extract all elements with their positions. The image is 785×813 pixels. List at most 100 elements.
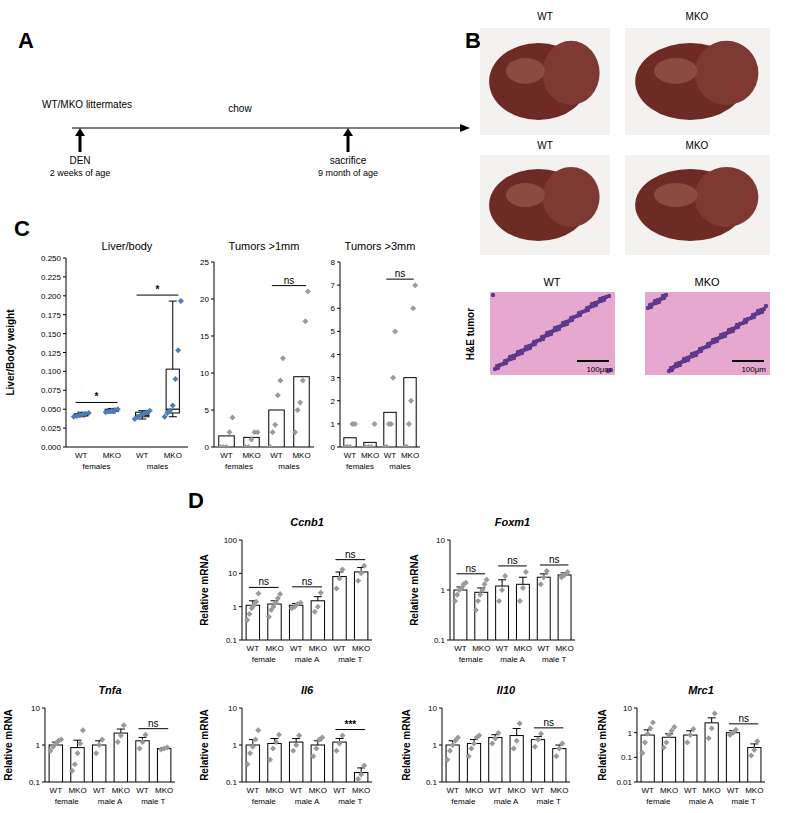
x-tick-label: MKO <box>745 786 763 795</box>
x-tick-label: WT <box>384 451 397 460</box>
point <box>58 737 64 743</box>
y-tick <box>211 373 214 374</box>
point <box>313 746 319 752</box>
y-tick-label: 10 <box>428 704 437 713</box>
y-tick-label: 0.075 <box>41 386 62 395</box>
nucleus <box>764 304 768 308</box>
nucleus <box>598 297 602 301</box>
y-axis-label: Relative mRNA <box>199 554 210 626</box>
bar <box>333 577 346 640</box>
y-tick-label: 10 <box>228 704 237 713</box>
point <box>334 586 340 592</box>
plot-area <box>452 568 571 640</box>
y-tick-label: 2 <box>331 397 336 406</box>
y-tick-label: 0.025 <box>41 424 62 433</box>
point <box>684 739 690 745</box>
nucleus <box>569 316 573 320</box>
point <box>538 581 544 587</box>
significance-label: ns <box>284 275 295 286</box>
point <box>80 727 86 733</box>
bar <box>311 601 324 640</box>
y-tick <box>42 708 45 709</box>
significance-label: ns <box>738 713 749 724</box>
liver-lobe <box>695 167 759 227</box>
x-tick-label: MKO <box>309 644 327 653</box>
histology-row-label: H&E tumor <box>465 308 476 360</box>
bar <box>289 605 302 640</box>
significance-label: ns <box>549 554 560 565</box>
error-cap <box>708 717 716 718</box>
x-tick-label: MKO <box>265 786 283 795</box>
point <box>452 598 458 604</box>
group-label: males <box>278 462 299 471</box>
group-label: female <box>459 655 484 664</box>
group-label: females <box>225 462 253 471</box>
nucleus <box>711 338 715 342</box>
y-tick <box>211 336 214 337</box>
bar <box>384 412 396 447</box>
group-label: female <box>252 797 277 806</box>
histology-image <box>645 292 770 375</box>
photo-label: WT <box>537 11 553 22</box>
point <box>410 305 416 311</box>
group-label: female <box>252 655 277 664</box>
y-tick <box>211 262 214 263</box>
scale-bar <box>732 360 764 362</box>
plot-area <box>71 298 184 422</box>
y-tick-label: 1 <box>36 741 41 750</box>
y-tick <box>239 640 242 641</box>
point <box>295 407 301 413</box>
point <box>751 747 757 753</box>
liver-highlight <box>506 183 545 207</box>
bar <box>311 745 324 782</box>
point <box>167 408 173 414</box>
point <box>358 570 364 576</box>
bar <box>333 742 346 782</box>
x-tick-label: WT <box>454 644 467 653</box>
significance-label: ns <box>148 718 159 729</box>
x-tick-label: WT <box>538 644 551 653</box>
point <box>270 746 276 752</box>
nucleus <box>756 309 760 313</box>
x-tick-label: MKO <box>555 644 573 653</box>
point <box>302 318 308 324</box>
point <box>334 748 340 754</box>
plot-area <box>342 282 418 447</box>
liver-highlight <box>654 58 698 84</box>
nucleus <box>553 326 557 330</box>
point <box>712 710 718 716</box>
bar <box>558 575 571 640</box>
point <box>246 444 252 447</box>
scale-bar-label: 100μm <box>586 365 611 374</box>
point <box>250 744 256 750</box>
point <box>538 731 544 737</box>
point <box>671 724 677 730</box>
error-cap <box>117 729 125 730</box>
x-tick-label: WT <box>641 786 654 795</box>
nucleus <box>698 347 702 351</box>
error-stem <box>317 597 318 601</box>
error-stem <box>711 718 712 723</box>
point <box>143 732 149 738</box>
nucleus <box>648 303 652 307</box>
point <box>227 429 233 435</box>
y-tick-label: 0.225 <box>41 273 62 282</box>
point <box>544 568 550 574</box>
error-stem <box>522 577 523 584</box>
group-label: female <box>55 797 80 806</box>
point <box>305 289 311 295</box>
bar <box>268 743 281 782</box>
nucleus <box>727 328 731 332</box>
y-tick <box>439 745 442 746</box>
y-tick-label: 0.01 <box>616 778 632 787</box>
point <box>392 328 398 334</box>
point <box>384 444 390 447</box>
point <box>468 746 474 752</box>
y-tick <box>63 314 66 315</box>
y-tick-label: 5 <box>205 406 210 415</box>
nucleus <box>661 294 665 298</box>
significance-label: ns <box>507 555 518 566</box>
y-tick-label: 25 <box>200 258 209 267</box>
y-tick-label: 0.1 <box>426 778 438 787</box>
x-tick-label: MKO <box>265 644 283 653</box>
